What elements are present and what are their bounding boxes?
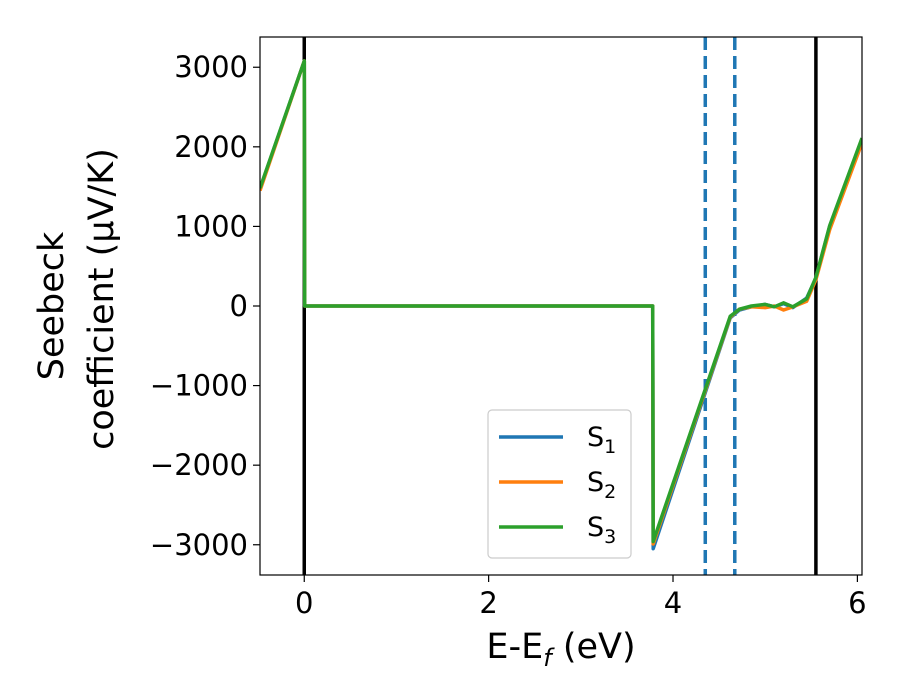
x-axis-title-unit: (eV) [552, 627, 636, 667]
x-tick-label: 4 [664, 586, 682, 620]
legend-label-sub: 1 [604, 436, 616, 458]
legend-frame [487, 409, 632, 559]
y-tick-label: 0 [230, 289, 248, 323]
x-tick-label: 0 [295, 586, 313, 620]
y-tick-label: 2000 [174, 130, 248, 164]
legend-label-sub: 3 [604, 526, 616, 548]
legend-label-s2: S2 [587, 467, 616, 503]
legend-label-sub: 2 [604, 481, 616, 503]
y-tick-label: 1000 [174, 209, 248, 243]
y-tick-label: 3000 [174, 50, 248, 84]
series-line-s3 [260, 59, 862, 544]
y-axis: 3000 2000 1000 0 −1000 −2000 −3000 [150, 50, 260, 562]
x-axis-title-main: E-E [486, 627, 543, 667]
y-tick-label: −3000 [150, 528, 248, 562]
x-tick-label: 6 [848, 586, 866, 620]
x-axis: 0 2 4 6 [295, 575, 867, 620]
x-tick-label: 2 [479, 586, 497, 620]
y-axis-title-line1: Seebeck [32, 231, 72, 380]
legend-label-main: S [587, 422, 604, 453]
series-lines [260, 59, 862, 551]
legend-label-main: S [587, 512, 604, 543]
y-axis-title-line2: coefficient (μV/K) [82, 148, 122, 450]
y-tick-label: −1000 [150, 369, 248, 403]
legend-label-main: S [587, 467, 604, 498]
legend-label-s1: S1 [587, 422, 616, 458]
y-tick-label: −2000 [150, 448, 248, 482]
legend-label-s3: S3 [587, 512, 616, 548]
x-axis-title: E-Ef (eV) [486, 627, 635, 672]
